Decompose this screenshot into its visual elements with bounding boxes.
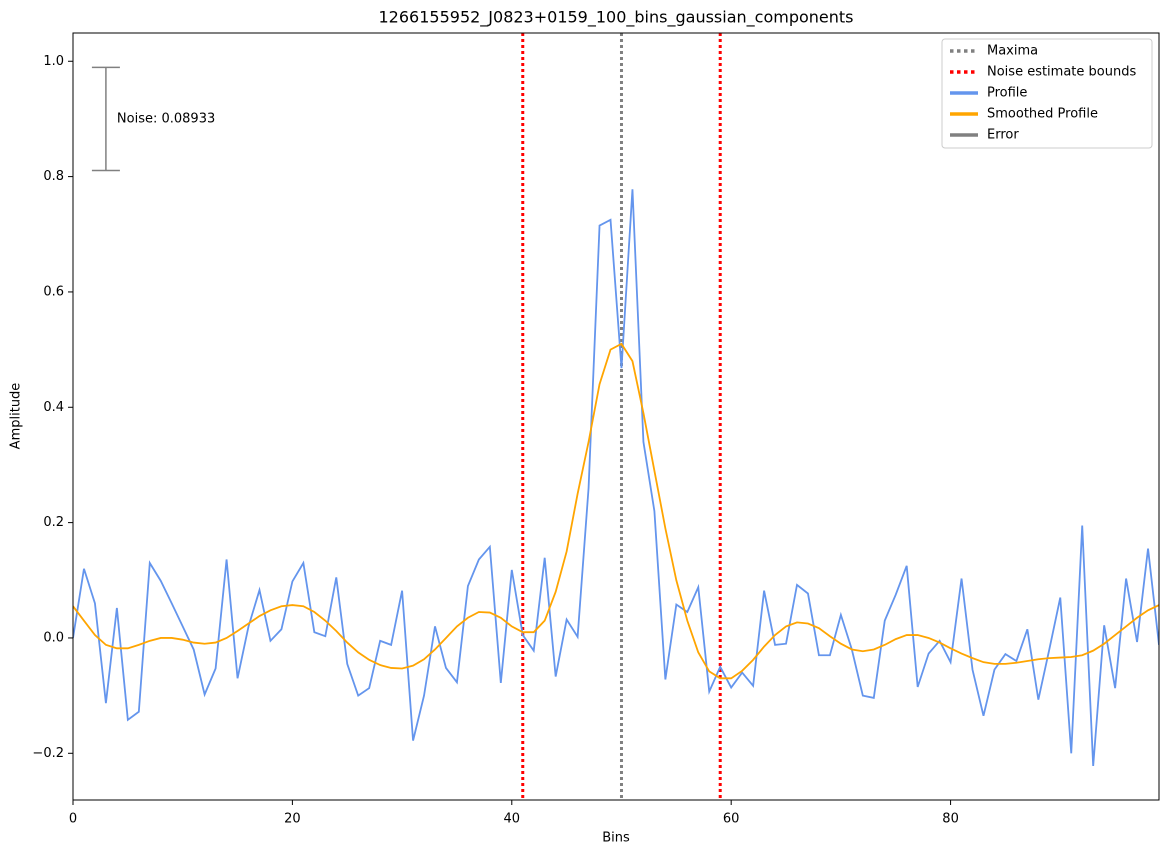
y-tick-label: 0.2 [43,515,64,530]
legend-box [941,38,1153,149]
x-tick-label: 80 [942,812,959,827]
y-tick-label: 0.6 [43,284,64,299]
y-tick-label: 0.0 [43,630,64,645]
y-axis-label: Amplitude [9,383,24,450]
annotation: Noise: 0.08933 [117,111,215,126]
x-tick-label: 20 [284,812,301,827]
legend-label: Maxima [987,44,1038,59]
series-line [73,342,1159,680]
x-tick-label: 60 [723,812,740,827]
y-tick-label: −0.2 [32,746,64,761]
x-tick-label: 40 [504,812,521,827]
x-axis-label: Bins [602,831,630,846]
legend-label: Smoothed Profile [987,107,1098,122]
series-line [73,189,1159,767]
y-tick-label: 1.0 [43,54,64,69]
legend-label: Error [987,128,1019,143]
x-tick-label: 0 [69,812,77,827]
legend-label: Profile [987,86,1027,101]
y-tick-label: 0.8 [43,169,64,184]
y-tick-label: 0.4 [43,400,64,415]
plot-frame [72,32,1160,801]
legend-label: Noise estimate bounds [987,65,1136,80]
chart-title: 1266155952_J0823+0159_100_bins_gaussian_… [379,8,854,28]
